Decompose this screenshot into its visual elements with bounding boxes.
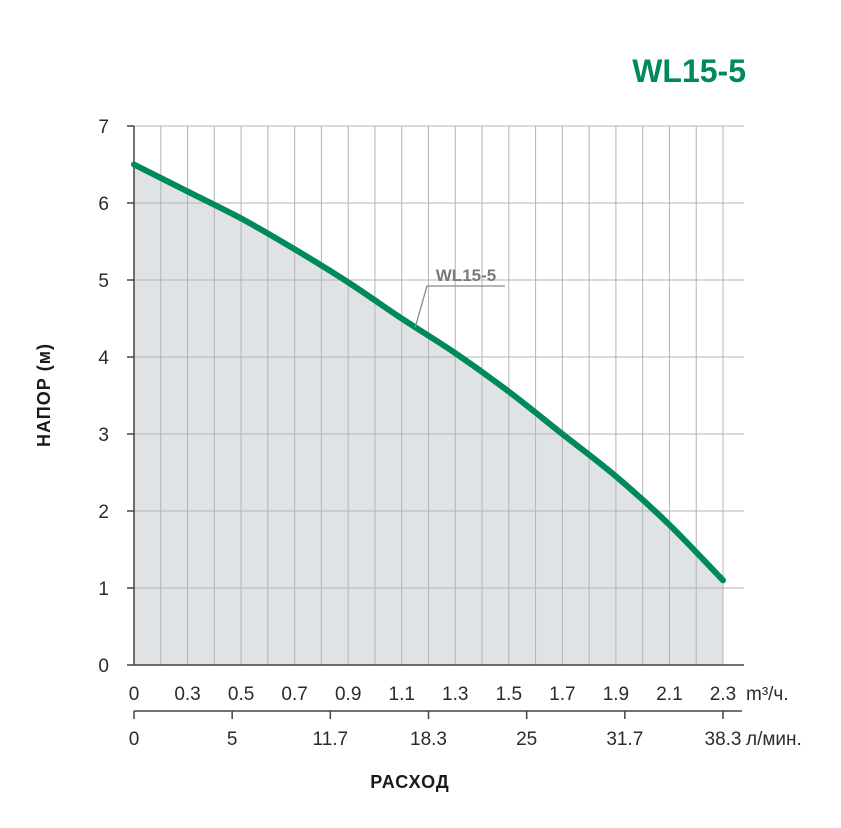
x-tick-label-primary: 0.3 (174, 684, 200, 705)
y-tick-label: 5 (98, 271, 109, 292)
x-tick-label-secondary: 5 (227, 729, 238, 750)
x-tick-label-secondary: 0 (129, 729, 140, 750)
y-tick-label: 1 (98, 579, 109, 600)
y-tick-label: 0 (98, 656, 109, 677)
x-tick-label-primary: 1.1 (389, 684, 415, 705)
chart-title: WL15-5 (632, 53, 746, 89)
x-tick-label-primary: 1.3 (442, 684, 468, 705)
x-tick-label-secondary: 25 (516, 729, 537, 750)
x-tick-label-primary: 2.3 (710, 684, 736, 705)
y-axis-label: НАПОР (м) (34, 343, 54, 447)
x-tick-label-primary: 0.7 (281, 684, 307, 705)
x-tick-label-primary: 0.5 (228, 684, 254, 705)
x-tick-label-primary: 1.7 (549, 684, 575, 705)
x-tick-label-primary: 1.9 (603, 684, 629, 705)
y-tick-label: 2 (98, 502, 109, 523)
x-tick-label-primary: 0.9 (335, 684, 361, 705)
x-tick-label-secondary: 38.3 (705, 729, 742, 750)
x-axis-label: РАСХОД (370, 772, 449, 792)
series-callout-leader (414, 285, 505, 328)
y-tick-label: 7 (98, 117, 109, 138)
x-tick-label-primary: 0 (129, 684, 140, 705)
series-label: WL15-5 (436, 266, 496, 285)
x-unit-primary: m³/ч. (746, 684, 789, 705)
y-tick-label: 3 (98, 425, 109, 446)
x-unit-secondary: л/мин. (746, 729, 802, 750)
x-tick-label-primary: 1.5 (496, 684, 522, 705)
x-tick-label-secondary: 18.3 (410, 729, 447, 750)
y-tick-label: 6 (98, 194, 109, 215)
plot-area: 0 1 2 3 4 5 6 7 0 0.3 0.5 0.7 0.9 1.1 1.3 1.5 1.7 1.9 2.1 2… (98, 117, 801, 750)
series-line-wl15-5 (131, 161, 726, 584)
y-tick-label: 4 (98, 348, 109, 369)
x-tick-label-primary: 2.1 (656, 684, 682, 705)
x-tick-label-secondary: 11.7 (313, 729, 349, 750)
x-tick-label-secondary: 31.7 (606, 729, 643, 750)
